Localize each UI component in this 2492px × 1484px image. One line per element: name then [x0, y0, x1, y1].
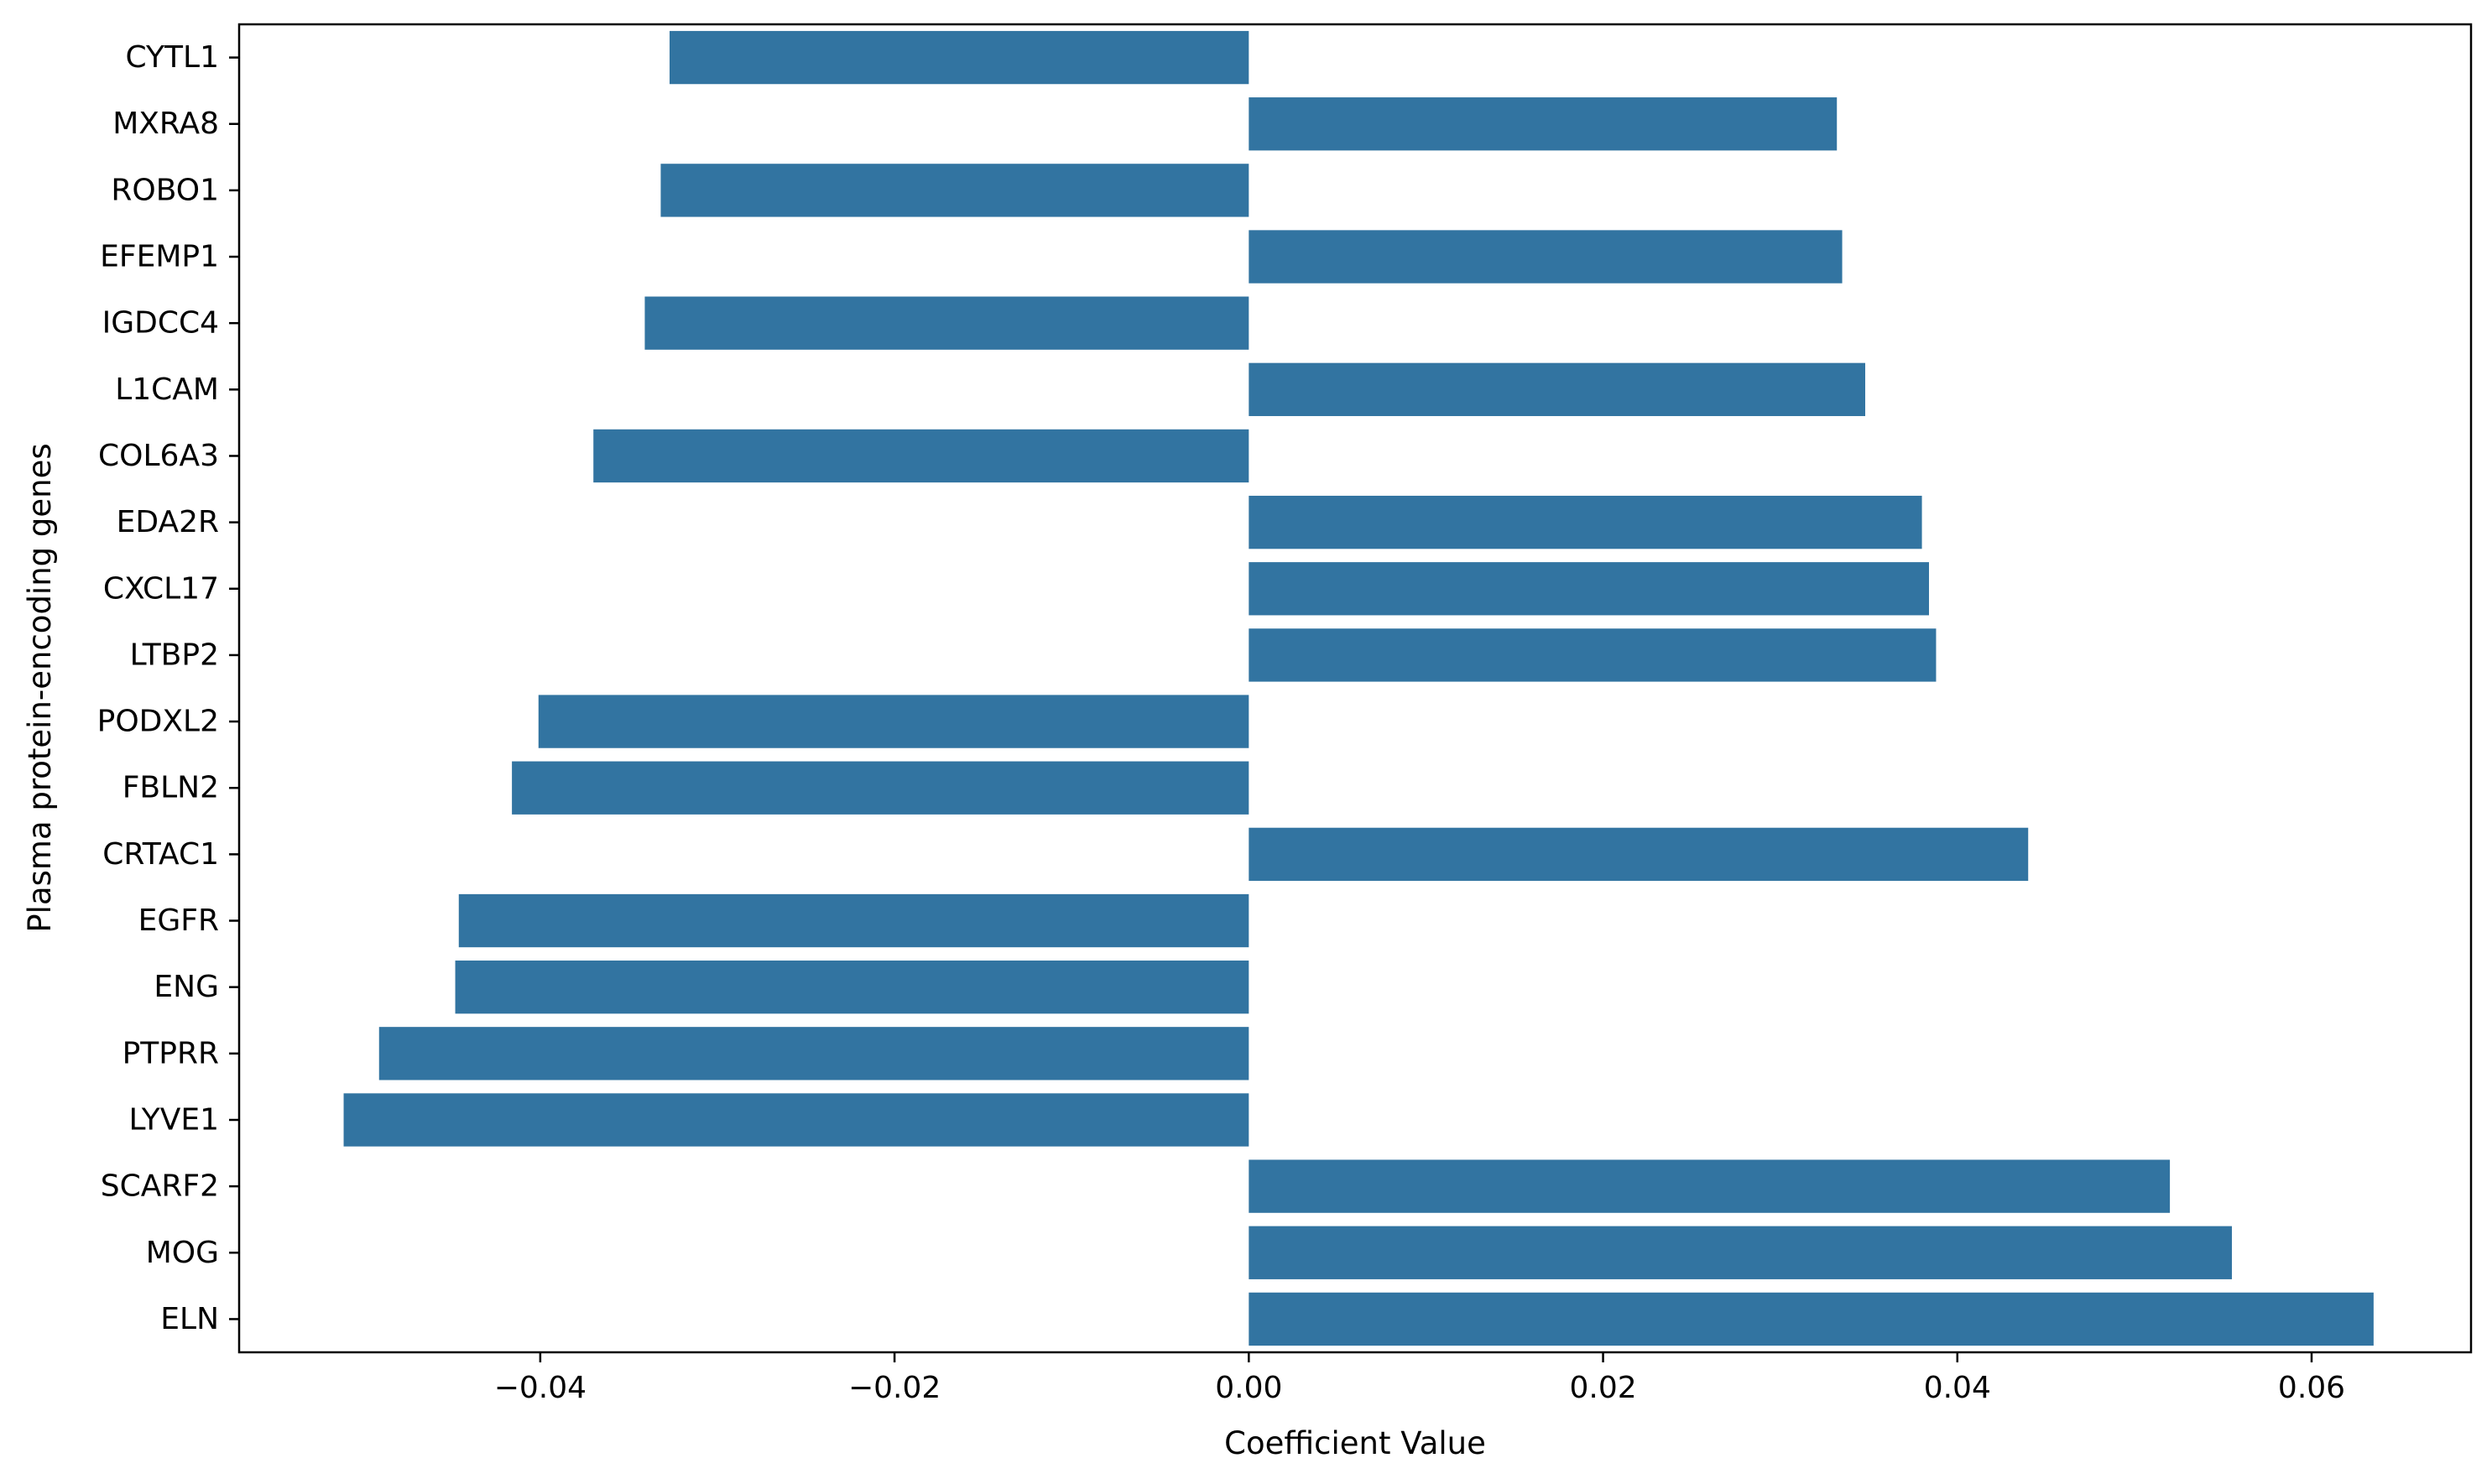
- y-tick-label: MOG: [146, 1236, 219, 1270]
- bar-lyve1: [343, 1093, 1249, 1147]
- y-tick-label: LYVE1: [128, 1102, 219, 1137]
- bar-efemp1: [1249, 230, 1843, 284]
- bar-l1cam: [1249, 362, 1865, 416]
- x-axis-label: Coefficient Value: [1224, 1425, 1486, 1461]
- bar-eln: [1249, 1292, 2374, 1346]
- bar-igdcc4: [644, 296, 1249, 350]
- bar-podxl2: [538, 695, 1249, 748]
- x-tick-label: 0.04: [1924, 1371, 1991, 1405]
- y-tick-label: SCARF2: [101, 1169, 219, 1204]
- y-axis-ticks: CYTL1 MXRA8 ROBO1 EFEMP1 IGDCC4 L1CAM COL6A3 ED…: [97, 40, 239, 1336]
- y-tick-label: LTBP2: [130, 638, 219, 672]
- y-tick-label: FBLN2: [123, 771, 219, 805]
- bar-ptprr: [378, 1027, 1249, 1080]
- y-tick-label: EGFR: [138, 903, 219, 938]
- y-tick-label: ENG: [154, 970, 219, 1004]
- bar-fbln2: [512, 761, 1249, 815]
- y-axis-label: Plasma protein-encoding genes: [22, 443, 58, 932]
- y-tick-label: PODXL2: [97, 705, 219, 739]
- bar-col6a3: [593, 429, 1249, 483]
- bar-mxra8: [1249, 97, 1838, 151]
- y-tick-label: EDA2R: [117, 505, 219, 539]
- bar-eng: [455, 961, 1249, 1014]
- bar-eda2r: [1249, 495, 1922, 549]
- y-tick-label: L1CAM: [115, 372, 219, 407]
- y-tick-label: ELN: [160, 1302, 219, 1336]
- x-tick-label: 0.06: [2278, 1371, 2345, 1405]
- x-tick-label: 0.02: [1569, 1371, 1636, 1405]
- bar-cxcl17: [1249, 562, 1929, 616]
- y-tick-label: ROBO1: [111, 173, 219, 207]
- bar-scarf2: [1249, 1159, 2171, 1213]
- x-axis-ticks: −0.04 −0.02 0.00 0.02 0.04 0.06: [494, 1352, 2345, 1405]
- y-tick-label: MXRA8: [112, 107, 219, 141]
- plot-frame: [237, 23, 2473, 1354]
- bar-egfr: [458, 893, 1249, 948]
- y-tick-label: COL6A3: [98, 439, 219, 473]
- y-tick-label: CRTAC1: [102, 837, 219, 872]
- y-tick-label: IGDCC4: [102, 306, 219, 341]
- x-tick-label: −0.04: [494, 1371, 587, 1405]
- x-tick-label: 0.00: [1215, 1371, 1282, 1405]
- bar-ltbp2: [1249, 628, 1937, 682]
- bar-robo1: [660, 164, 1249, 217]
- x-tick-label: −0.02: [848, 1371, 941, 1405]
- y-tick-label: PTPRR: [123, 1036, 219, 1070]
- bars-group: [343, 30, 2374, 1346]
- y-tick-label: EFEMP1: [100, 240, 219, 274]
- y-tick-label: CXCL17: [103, 571, 219, 606]
- bar-cytl1: [670, 30, 1249, 85]
- bar-mog: [1249, 1226, 2232, 1279]
- y-tick-label: CYTL1: [126, 40, 219, 75]
- bar-crtac1: [1249, 827, 2029, 882]
